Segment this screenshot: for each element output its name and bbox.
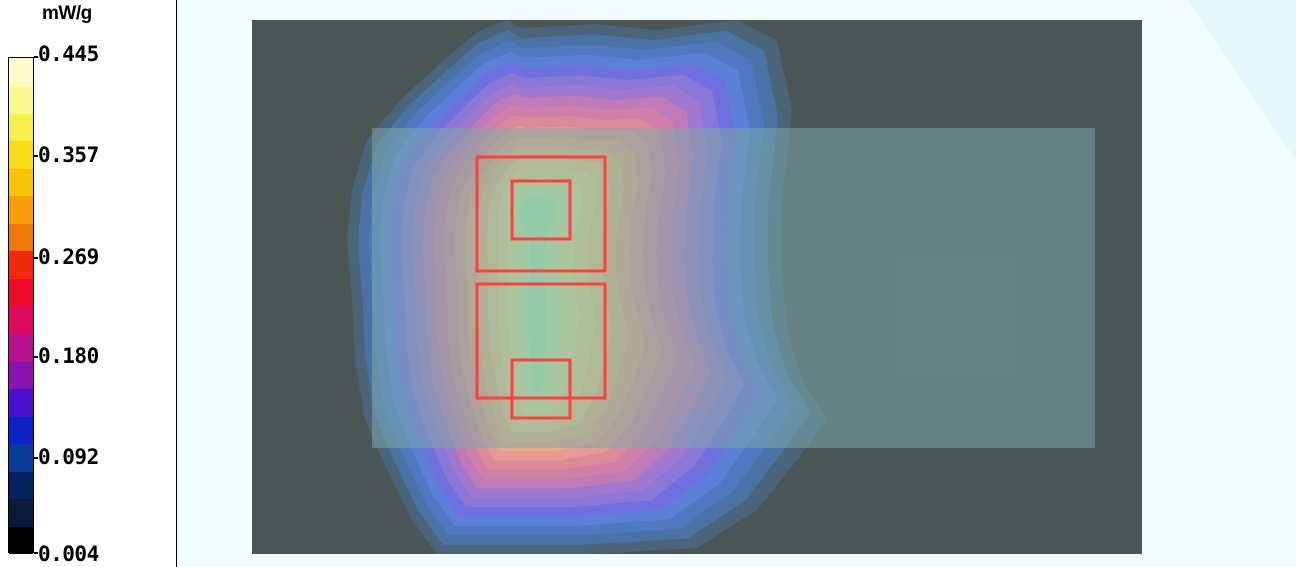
- colorbar-tick: [34, 155, 38, 157]
- upper-component-outline: [475, 155, 607, 273]
- colorbar-swatch: [9, 471, 33, 500]
- panel-divider: [176, 0, 177, 567]
- colorbar-tick: [34, 356, 38, 358]
- colorbar-tick-label: 0.180: [38, 344, 99, 368]
- colorbar-swatch: [9, 223, 33, 252]
- component-outlines: [475, 155, 607, 420]
- colorbar-swatch: [9, 85, 33, 114]
- colorbar-swatch: [9, 113, 33, 142]
- device-outline-region: [372, 128, 1095, 448]
- colorbar-tick-label: 0.004: [38, 542, 99, 566]
- colorbar-swatch: [9, 443, 33, 472]
- colorbar-swatch: [9, 388, 33, 417]
- colorbar-tick-label: 0.269: [38, 245, 99, 269]
- sar-map-svg: [252, 0, 1296, 554]
- colorbar-swatch: [9, 416, 33, 445]
- colorbar-swatch: [9, 498, 33, 527]
- colorbar-swatch: [9, 361, 33, 390]
- colorbar-swatch: [9, 250, 33, 279]
- colorbar-tick: [34, 56, 38, 58]
- colorbar-tick-label: 0.092: [38, 445, 99, 469]
- sar-distribution-map: [177, 0, 1296, 567]
- colorbar-swatch: [9, 333, 33, 362]
- colorbar-swatch: [9, 195, 33, 224]
- colorbar-swatch: [9, 140, 33, 169]
- colorbar-tick: [34, 257, 38, 259]
- background-wedge: [1187, 0, 1296, 160]
- colorbar-tick-label: 0.445: [38, 42, 99, 66]
- lower-hotspot-box: [510, 358, 572, 420]
- colorbar-tick-label: 0.357: [38, 143, 99, 167]
- colorbar-tick: [34, 457, 38, 459]
- colorbar-swatch: [9, 278, 33, 307]
- colorbar-gradient: [8, 57, 34, 555]
- colorbar-swatch: [9, 168, 33, 197]
- colorbar-legend: mW/g 0.445 0.357 0.269 0.180 0.092 0.004: [0, 0, 176, 567]
- colorbar-swatch: [9, 58, 33, 86]
- colorbar-swatch: [9, 306, 33, 334]
- lower-component-outline: [475, 282, 607, 400]
- legend-unit-label: mW/g: [42, 3, 92, 24]
- colorbar-swatch: [9, 526, 33, 555]
- upper-hotspot-box: [510, 179, 572, 241]
- colorbar-tick: [34, 552, 38, 554]
